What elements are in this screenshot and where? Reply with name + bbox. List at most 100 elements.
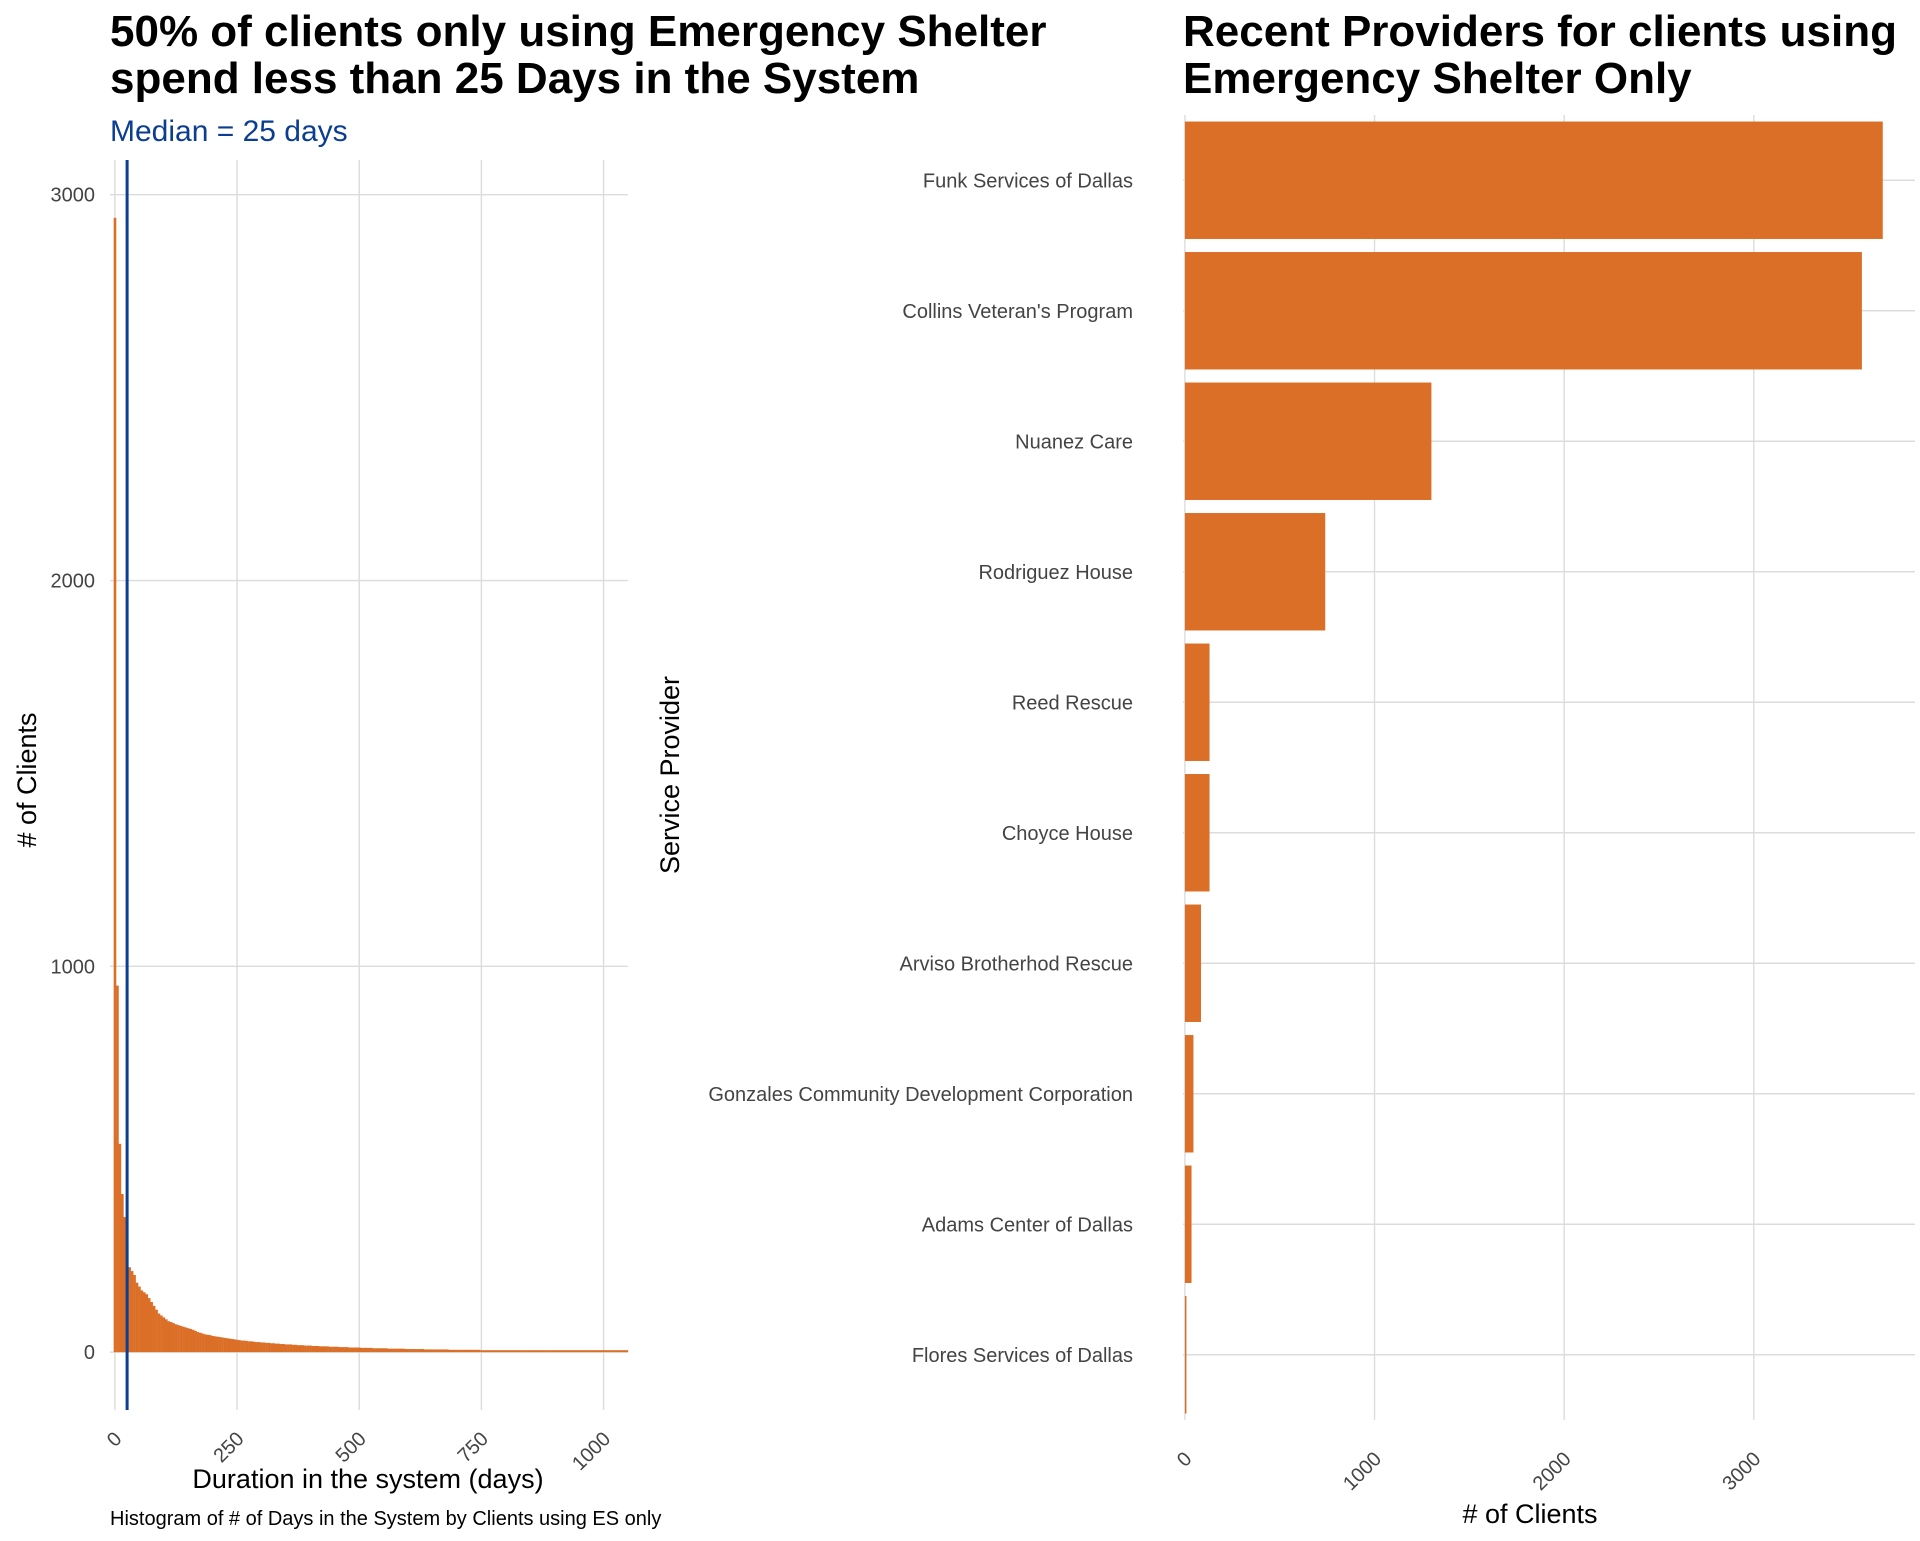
histogram-bar [580, 1350, 583, 1353]
histogram-bar [382, 1348, 386, 1353]
histogram-bar [140, 1290, 144, 1353]
histogram-bar [416, 1349, 420, 1353]
histogram-bar [345, 1347, 349, 1353]
histogram-bar [384, 1348, 388, 1353]
histogram-bar [152, 1305, 156, 1353]
histogram-bar [458, 1349, 461, 1353]
histogram-bar [277, 1343, 281, 1353]
provider-label: Collins Veteran's Program [902, 301, 1133, 323]
histogram-bar [150, 1301, 153, 1353]
providers-category-labels: Funk Services of Dallas Collins Veteran's… [708, 170, 1133, 1367]
provider-bar [1184, 1165, 1192, 1283]
provider-bar [1184, 252, 1862, 370]
histogram-bar [621, 1350, 625, 1353]
histogram-bar [194, 1330, 197, 1353]
histogram-bar [609, 1350, 613, 1353]
histogram-bar [428, 1349, 432, 1353]
histogram-subtitle: Median = 25 days [110, 115, 348, 148]
histogram-bar [414, 1349, 417, 1353]
histogram-bar [614, 1350, 618, 1353]
histogram-bar [431, 1349, 434, 1353]
histogram-bar [602, 1350, 605, 1353]
provider-label: Reed Rescue [1012, 692, 1133, 714]
histogram-bar [423, 1349, 427, 1353]
histogram-bar [353, 1347, 356, 1353]
histogram-bar [543, 1350, 547, 1353]
histogram-bar [421, 1349, 425, 1353]
histogram-bar [204, 1334, 207, 1353]
histogram-bar [177, 1325, 180, 1353]
histogram-bar [529, 1350, 532, 1353]
histogram-bar [419, 1349, 422, 1353]
providers-title-line-1: Recent Providers for clients using [1183, 7, 1897, 56]
histogram-bar [389, 1348, 393, 1353]
histogram-bar [309, 1345, 312, 1353]
histogram-bar [196, 1332, 200, 1353]
histogram-bar [128, 1267, 131, 1353]
histogram-bar [599, 1350, 603, 1353]
provider-label: Adams Center of Dallas [922, 1214, 1133, 1236]
histogram-bar [397, 1348, 400, 1353]
provider-label: Rodriguez House [978, 562, 1133, 584]
histogram-bar [592, 1350, 596, 1353]
histogram-bar [206, 1334, 210, 1353]
histogram-bar [475, 1349, 478, 1353]
histogram-bar [113, 217, 117, 1353]
histogram-bar [274, 1343, 278, 1353]
histogram-bar [142, 1292, 146, 1353]
histogram-bar [333, 1346, 337, 1353]
histogram-bar [367, 1347, 371, 1353]
histogram-bar [604, 1350, 608, 1353]
histogram-bar [519, 1350, 522, 1353]
histogram-bar [262, 1342, 266, 1353]
histogram-caption: Histogram of # of Days in the System by … [110, 1508, 661, 1530]
histogram-x-axis-title: Duration in the system (days) [192, 1464, 543, 1494]
histogram-bar [370, 1347, 373, 1353]
histogram-bar [463, 1349, 466, 1353]
providers-x-tick-label: 1000 [1339, 1448, 1386, 1495]
histogram-bar [448, 1349, 452, 1353]
histogram-bars [113, 217, 629, 1353]
histogram-bar [497, 1350, 500, 1353]
histogram-bar [489, 1350, 493, 1353]
histogram-bar [573, 1350, 576, 1353]
histogram-x-tick-label: 1000 [568, 1428, 615, 1475]
histogram-bar [306, 1345, 310, 1353]
histogram-bar [355, 1347, 359, 1353]
histogram-bar [230, 1339, 234, 1353]
histogram-bar [577, 1350, 581, 1353]
histogram-title-line-2: spend less than 25 Days in the System [110, 54, 919, 103]
histogram-bar [323, 1346, 327, 1353]
histogram-bar [299, 1345, 303, 1353]
provider-bar [1184, 1035, 1194, 1153]
histogram-bar [433, 1349, 437, 1353]
histogram-bar [521, 1350, 525, 1353]
histogram-bar [350, 1347, 354, 1353]
histogram-bar [619, 1350, 623, 1353]
histogram-x-tick-label: 500 [332, 1428, 371, 1467]
histogram-bar [243, 1340, 246, 1353]
histogram-bar [116, 985, 119, 1353]
histogram-bar [228, 1338, 232, 1353]
histogram-bar [406, 1349, 410, 1353]
histogram-bar [216, 1336, 219, 1353]
histogram-bar [296, 1345, 300, 1353]
histogram-bar [240, 1340, 244, 1353]
histogram-bar [455, 1349, 459, 1353]
histogram-bar [343, 1347, 346, 1353]
histogram-y-tick-label: 3000 [51, 185, 96, 207]
histogram-bar [487, 1350, 491, 1353]
histogram-bar [145, 1294, 149, 1353]
histogram-y-ticks: 0 1000 2000 3000 [51, 185, 96, 1364]
providers-title-line-2: Emergency Shelter Only [1183, 54, 1692, 103]
histogram-bar [248, 1341, 251, 1353]
histogram-bar [485, 1350, 488, 1353]
providers-x-tick-label: 0 [1173, 1448, 1196, 1471]
histogram-bar [174, 1324, 178, 1353]
histogram-bar [387, 1348, 390, 1353]
histogram-title-line-1: 50% of clients only using Emergency Shel… [110, 7, 1047, 56]
histogram-bar [504, 1350, 508, 1353]
histogram-bar [392, 1348, 395, 1353]
histogram-bar [507, 1350, 510, 1353]
